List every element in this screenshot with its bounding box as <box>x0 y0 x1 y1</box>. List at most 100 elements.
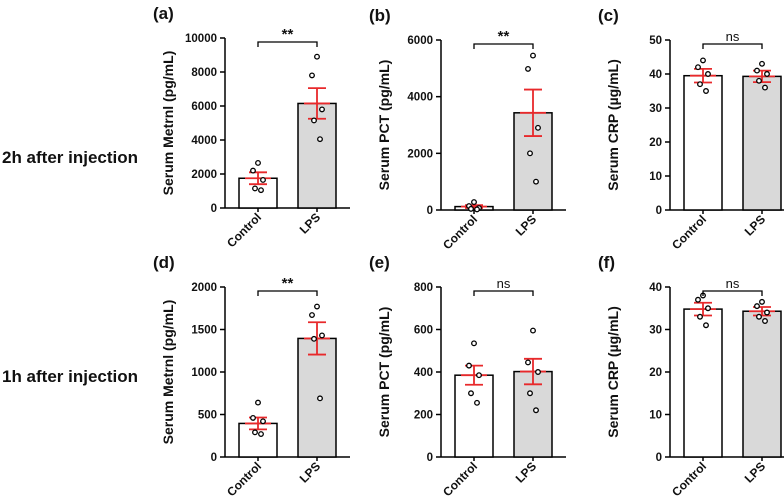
significance-label: ns <box>726 29 740 44</box>
x-tick-label-lps: LPS <box>742 459 768 485</box>
data-point <box>252 185 258 192</box>
significance-label: ** <box>498 28 510 45</box>
y-tick-label: 0 <box>427 205 433 217</box>
y-tick-label: 6000 <box>407 35 433 47</box>
data-point <box>525 65 531 72</box>
data-point <box>756 77 762 84</box>
data-point <box>535 124 541 131</box>
x-tick-label-control: Control <box>440 459 480 499</box>
data-point <box>533 407 539 414</box>
chart-panel-3: (c) 0 10 20 30 40 50 Serum CRP (µg/mL) Control LP… <box>598 6 784 252</box>
x-tick-label-control: Control <box>669 459 709 499</box>
x-tick-label-lps: LPS <box>297 459 323 485</box>
y-tick-label: 10 <box>649 410 662 422</box>
data-point <box>317 395 323 402</box>
data-point <box>260 418 266 425</box>
panel-label: (b) <box>369 6 391 25</box>
y-tick-label: 0 <box>656 205 662 217</box>
y-tick-label: 800 <box>414 282 433 294</box>
data-point <box>697 81 703 88</box>
chart-panel-4: (d) 0 500 1000 1500 2000 Serum Metrnl (pg/mL) C… <box>153 253 350 499</box>
data-point <box>468 390 474 397</box>
significance-bracket <box>702 43 763 49</box>
data-point <box>250 167 256 174</box>
data-point <box>476 372 482 379</box>
y-tick-label: 0 <box>656 452 662 464</box>
significance-label: ** <box>282 275 294 292</box>
y-tick-label: 500 <box>198 410 217 422</box>
y-tick-label: 10 <box>649 171 662 183</box>
data-point <box>255 159 261 166</box>
y-tick-label: 20 <box>649 367 662 379</box>
significance-bracket <box>473 43 534 49</box>
y-tick-label: 2000 <box>407 148 433 160</box>
y-tick-label: 8000 <box>191 67 217 79</box>
significance-bracket <box>702 290 763 296</box>
significance-label: ** <box>282 26 294 43</box>
y-tick-label: 40 <box>649 69 662 81</box>
data-point <box>468 205 474 212</box>
y-tick-label: 4000 <box>191 135 217 147</box>
y-tick-label: 30 <box>649 103 662 115</box>
data-point <box>255 399 261 406</box>
data-point <box>252 429 258 436</box>
data-point <box>471 340 477 347</box>
data-point <box>705 305 711 312</box>
data-point <box>250 414 256 421</box>
x-tick-label-control: Control <box>669 212 709 252</box>
y-tick-label: 2000 <box>191 169 217 181</box>
bar-lps <box>297 337 337 458</box>
data-point <box>754 303 760 310</box>
data-point <box>759 298 765 305</box>
significance-bracket <box>473 290 534 296</box>
data-point <box>695 296 701 303</box>
y-tick-label: 2000 <box>191 282 217 294</box>
data-point <box>697 313 703 320</box>
significance-label: ns <box>726 276 740 291</box>
data-point <box>754 67 760 74</box>
y-axis-label: Serum Metrnl (pg/mL) <box>160 51 176 196</box>
data-point <box>258 431 264 437</box>
bar-control <box>683 308 723 458</box>
significance-label: ns <box>497 276 511 291</box>
y-tick-label: 600 <box>414 325 433 337</box>
panel-label: (d) <box>153 253 175 272</box>
data-point <box>527 150 533 157</box>
data-point <box>535 369 541 375</box>
row-label-2h: 2h after injection <box>2 148 139 167</box>
chart-panel-1: (a) 0 2000 4000 6000 8000 10000 Serum Metrnl (p… <box>153 4 350 250</box>
y-axis-label: Serum CRP (µg/mL) <box>605 59 621 191</box>
data-point <box>700 57 706 64</box>
y-tick-label: 0 <box>211 203 217 215</box>
panel-label: (c) <box>598 6 619 25</box>
bar-control <box>454 374 494 458</box>
x-tick-label-control: Control <box>224 459 264 499</box>
x-tick-label-lps: LPS <box>513 459 539 485</box>
significance-bracket <box>257 41 318 47</box>
x-tick-label-control: Control <box>440 212 480 252</box>
data-point <box>471 199 477 206</box>
y-axis-label: Serum PCT (pg/mL) <box>376 307 392 438</box>
data-point <box>525 359 531 366</box>
chart-panel-6: (f) 0 10 20 30 40 Serum CRP (µg/mL) Control LPS n… <box>598 253 784 499</box>
data-point <box>314 53 320 60</box>
data-point <box>309 312 315 318</box>
data-point <box>530 52 536 59</box>
y-tick-label: 30 <box>649 325 662 337</box>
data-point <box>317 136 323 143</box>
x-tick-label-lps: LPS <box>297 210 323 236</box>
bar-control <box>683 74 723 211</box>
data-point <box>314 303 320 310</box>
data-point <box>311 335 317 342</box>
data-point <box>260 176 266 183</box>
y-axis-label: Serum CRP (µg/mL) <box>605 306 621 438</box>
x-tick-label-lps: LPS <box>742 212 768 238</box>
y-tick-label: 200 <box>414 410 433 422</box>
panel-label: (f) <box>598 253 615 272</box>
data-point <box>474 206 480 213</box>
data-point <box>705 71 711 77</box>
data-point <box>756 313 762 320</box>
data-point <box>762 84 768 91</box>
row-label-1h: 1h after injection <box>2 367 139 386</box>
y-tick-label: 0 <box>427 452 433 464</box>
